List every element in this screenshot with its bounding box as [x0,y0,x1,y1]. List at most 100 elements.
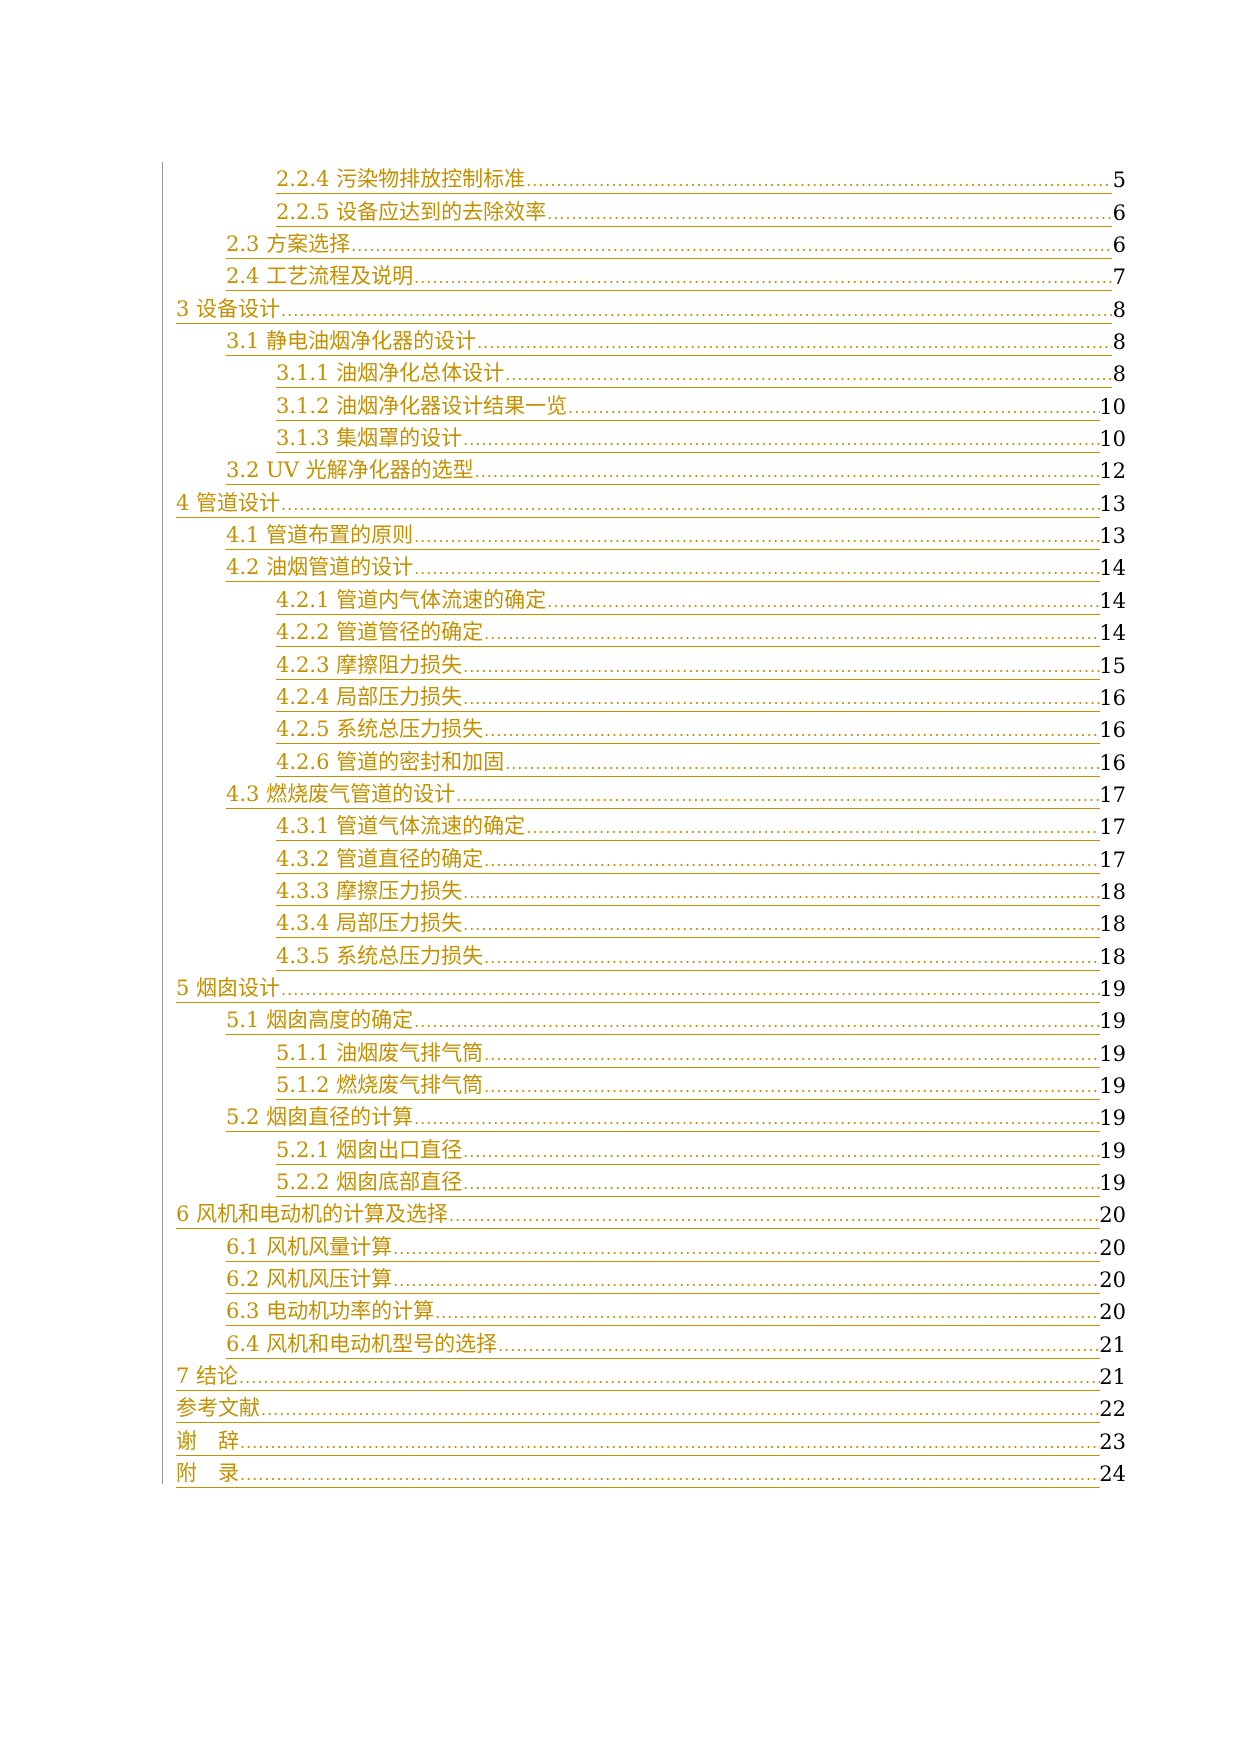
toc-entry-link[interactable]: 2.2.4 污染物排放控制标准.........................… [276,162,1112,195]
toc-leader-dots: ........................................… [463,688,1100,708]
toc-entry: 2.4 工艺流程及说明.............................… [176,259,1126,292]
toc-entry-page-number: 8 [1112,330,1126,355]
toc-entry-link[interactable]: 3.1.1 油烟净化总体设计..........................… [276,356,1112,389]
toc-entry-page-number: 19 [1099,1009,1126,1034]
toc-entry-page-number: 10 [1099,427,1126,452]
toc-entry: 2.3 方案选择................................… [176,227,1126,260]
toc-entry-label: 附 录 [176,1461,239,1486]
toc-entry-page-number: 16 [1099,750,1126,775]
toc-entry: 2.2.4 污染物排放控制标准.........................… [176,162,1126,195]
toc-entry-page-number: 19 [1099,1073,1126,1098]
toc-entry-link[interactable]: 6.3 电动机功率的计算............................… [226,1294,1100,1327]
toc-entry-label: 4.3.1 管道气体流速的确定 [276,814,526,839]
toc-entry-link[interactable]: 3.1 静电油烟净化器的设计..........................… [226,324,1112,357]
toc-entry-page-number: 24 [1099,1462,1126,1487]
toc-entry-link[interactable]: 4.3 燃烧废气管道的设计...........................… [226,777,1100,809]
toc-entry-link[interactable]: 4 管道设计..................................… [176,485,1100,518]
toc-entry-link[interactable]: 4.2.4 局部压力损失............................… [276,680,1100,712]
toc-entry-link[interactable]: 4.3.5 系统总压力损失...........................… [276,938,1100,971]
toc-entry-label: 4.1 管道布置的原则 [226,523,414,548]
toc-entry-label: 3.2 UV 光解净化器的选型 [226,458,474,483]
toc-entry-link[interactable]: 4.2.5 系统总压力损失...........................… [276,712,1100,745]
toc-entry: 3.1.3 集烟罩的设计............................… [176,421,1126,454]
toc-entry-link[interactable]: 4.3.4 局部压力损失............................… [276,906,1100,939]
toc-entry-link[interactable]: 5.2.2 烟囱底部直径............................… [276,1165,1100,1197]
toc-leader-dots: ........................................… [414,527,1100,547]
toc-entry-link[interactable]: 4.1 管道布置的原则.............................… [226,518,1100,551]
toc-entry-link[interactable]: 5.2.1 烟囱出口直径............................… [276,1132,1100,1165]
toc-entry-label: 4.2.1 管道内气体流速的确定 [276,587,547,612]
toc-entry-label: 4.2.4 局部压力损失 [276,684,463,709]
toc-entry-link[interactable]: 4.2 油烟管道的设计.............................… [226,550,1100,583]
toc-entry-link[interactable]: 6.4 风机和电动机型号的选择.........................… [226,1326,1100,1359]
toc-entry-label: 3.1 静电油烟净化器的设计 [226,329,477,354]
toc-entry: 6.2 风机风压计算..............................… [176,1262,1126,1295]
toc-entry: 4.2.2 管道管径的确定...........................… [176,615,1126,648]
toc-leader-dots: ........................................… [498,1335,1100,1355]
toc-entry: 4.2.5 系统总压力损失...........................… [176,712,1126,745]
toc-entry-link[interactable]: 4.3.3 摩擦压力损失............................… [276,874,1100,906]
toc-entry-link[interactable]: 附 录.....................................… [176,1456,1100,1489]
toc-entry-link[interactable]: 5.1 烟囱高度的确定.............................… [226,1003,1100,1036]
toc-entry-link[interactable]: 参考文献....................................… [176,1391,1100,1424]
toc-entry-label: 4.2.6 管道的密封和加固 [276,749,505,774]
toc-entry-label: 6.1 风机风量计算 [226,1234,393,1259]
toc-entry-label: 4.2 油烟管道的设计 [226,555,414,580]
table-of-contents: 2.2.4 污染物排放控制标准.........................… [176,162,1126,1489]
toc-entry-link[interactable]: 5.1.2 燃烧废气排气筒...........................… [276,1068,1100,1100]
toc-entry-link[interactable]: 3 设备设计..................................… [176,291,1112,324]
toc-entry-label: 6.3 电动机功率的计算 [226,1299,435,1324]
toc-entry-link[interactable]: 4.3.1 管道气体流速的确定.........................… [276,809,1100,842]
toc-entry: 4.2.1 管道内气体流速的确定........................… [176,582,1126,615]
toc-entry-label: 5.2.2 烟囱底部直径 [276,1170,463,1194]
toc-entry-link[interactable]: 4.3.2 管道直径的确定...........................… [276,841,1100,874]
toc-entry-link[interactable]: 2.2.5 设备应达到的去除效率........................… [276,194,1112,227]
toc-entry-label: 2.2.4 污染物排放控制标准 [276,167,526,192]
toc-entry-label: 4.3.2 管道直径的确定 [276,846,484,871]
toc-leader-dots: ........................................… [484,1076,1100,1096]
toc-entry-page-number: 14 [1099,621,1126,646]
toc-leader-dots: ........................................… [449,1206,1100,1226]
toc-entry-page-number: 17 [1099,815,1126,840]
toc-entry-label: 6.2 风机风压计算 [226,1267,393,1292]
toc-entry-link[interactable]: 6.1 风机风量计算..............................… [226,1229,1100,1262]
toc-entry-page-number: 6 [1112,233,1126,258]
toc-leader-dots: ........................................… [463,1141,1100,1161]
toc-entry-label: 3.1.2 油烟净化器设计结果一览 [276,393,568,418]
toc-entry-link[interactable]: 4.2.6 管道的密封和加固..........................… [276,744,1100,777]
toc-entry: 参考文献....................................… [176,1391,1126,1424]
toc-entry-page-number: 16 [1099,718,1126,743]
toc-entry: 4.2.4 局部压力损失............................… [176,680,1126,712]
toc-leader-dots: ........................................… [484,624,1100,644]
toc-entry: 5.2.1 烟囱出口直径............................… [176,1132,1126,1165]
toc-entry-label: 7 结论 [176,1364,239,1389]
toc-entry-label: 5.2 烟囱直径的计算 [226,1105,414,1130]
toc-entry: 4.3.2 管道直径的确定...........................… [176,841,1126,874]
toc-entry-link[interactable]: 5.2 烟囱直径的计算.............................… [226,1100,1100,1133]
toc-entry: 5.1.1 油烟废气排气筒...........................… [176,1035,1126,1068]
toc-entry-link[interactable]: 3.1.3 集烟罩的设计............................… [276,421,1100,454]
toc-entry-link[interactable]: 6.2 风机风压计算..............................… [226,1262,1100,1295]
toc-entry-link[interactable]: 4.2.2 管道管径的确定...........................… [276,615,1100,648]
margin-rule [162,162,163,1484]
toc-entry-page-number: 19 [1099,1171,1126,1195]
toc-entry-link[interactable]: 4.2.1 管道内气体流速的确定........................… [276,582,1100,615]
toc-entry-link[interactable]: 3.2 UV 光解净化器的选型.........................… [226,453,1100,486]
toc-entry-link[interactable]: 7 结论....................................… [176,1359,1100,1392]
toc-entry-link[interactable]: 4.2.3 摩擦阻力损失............................… [276,647,1100,680]
toc-entry-link[interactable]: 5 烟囱设计..................................… [176,971,1100,1003]
toc-entry-link[interactable]: 2.3 方案选择................................… [226,227,1112,260]
toc-entry-link[interactable]: 2.4 工艺流程及说明.............................… [226,259,1112,292]
toc-leader-dots: ........................................… [456,785,1100,805]
toc-leader-dots: ........................................… [463,430,1100,450]
toc-leader-dots: ........................................… [484,721,1100,741]
toc-entry-link[interactable]: 6 风机和电动机的计算及选择..........................… [176,1197,1100,1230]
toc-entry-link[interactable]: 谢 辞.....................................… [176,1423,1100,1456]
toc-entry-page-number: 10 [1099,394,1126,419]
toc-entry-link[interactable]: 5.1.1 油烟废气排气筒...........................… [276,1035,1100,1068]
toc-entry-link[interactable]: 3.1.2 油烟净化器设计结果一览.......................… [276,388,1100,421]
toc-entry-page-number: 15 [1099,653,1126,678]
toc-entry-label: 4.3 燃烧废气管道的设计 [226,781,456,806]
toc-entry-label: 参考文献 [176,1396,260,1421]
toc-entry-page-number: 19 [1099,976,1126,1001]
